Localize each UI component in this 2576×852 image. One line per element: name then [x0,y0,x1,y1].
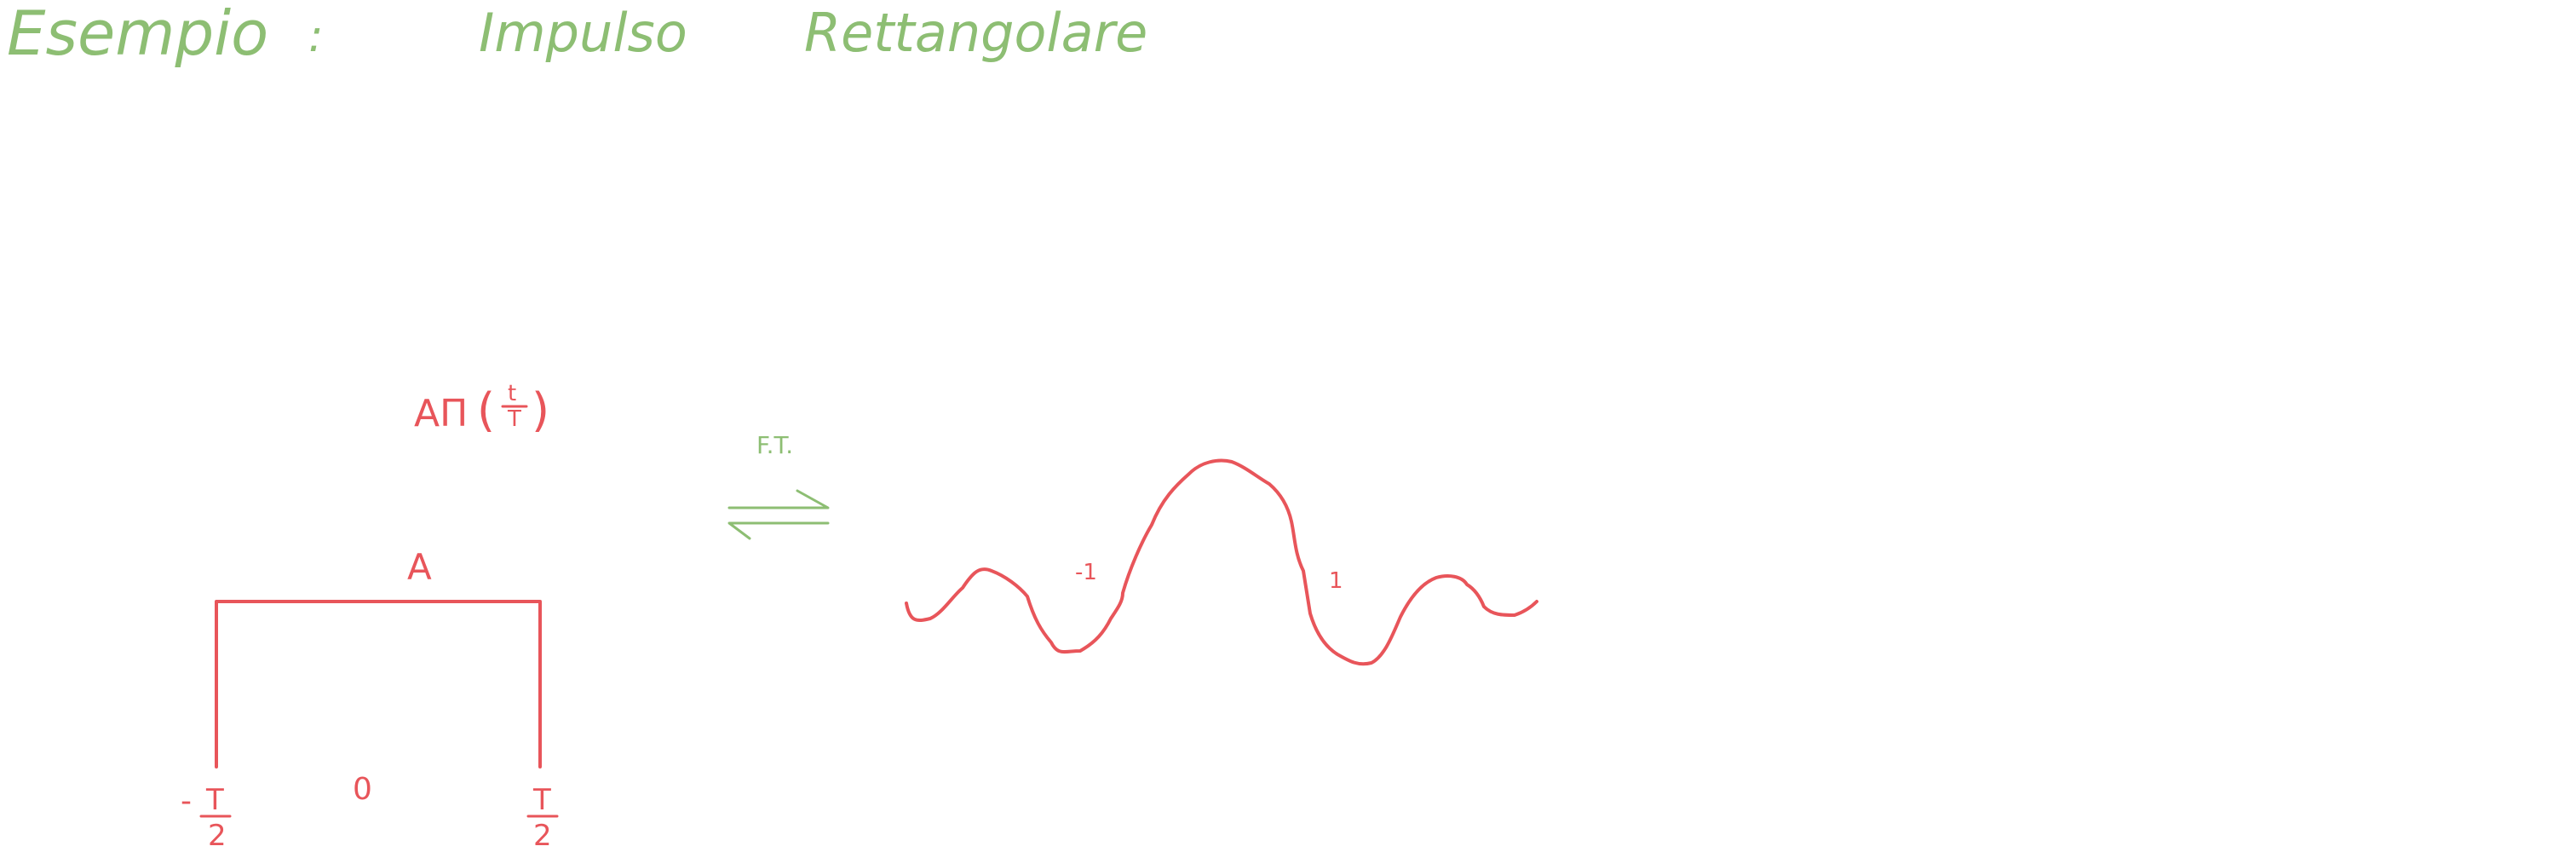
title-colon: : [308,11,324,62]
backward-arrow-icon [727,521,830,540]
origin-label: 0 [353,772,372,807]
ft-label: F.T. [756,431,793,459]
left-tick-sign: - [181,784,192,819]
rect-pulse-expression: AΠ ( t T ) [414,381,549,437]
sinc-curve [905,458,1538,666]
right-tick-numerator: T [532,783,551,817]
spectrum-left-tick: -1 [1075,560,1097,585]
sinc-spectrum-graph: -1 1 [905,458,1538,666]
rect-pulse-graph: A - T 2 0 T 2 [181,546,559,852]
title-word-impulso: Impulso [479,2,687,64]
amplitude-label: A [407,546,432,588]
rect-pulse-shape [215,600,542,769]
expression-close-paren: ) [532,383,549,437]
fourier-transform-pair-arrow: F.T. [727,431,830,540]
forward-arrow-icon [727,489,830,509]
title: Esempio : Impulso Rettangolare [7,0,1147,69]
spectrum-right-tick: 1 [1329,568,1343,594]
left-tick-numerator: T [205,783,224,817]
expression-prefix: AΠ [414,392,468,435]
expression-fraction-denominator: T [507,406,521,432]
expression-fraction-numerator: t [508,381,516,406]
left-tick-denominator: 2 [208,819,227,852]
expression-open-paren: ( [477,383,495,437]
title-word-esempio: Esempio [7,0,268,69]
title-word-rettangolare: Rettangolare [804,2,1147,64]
right-tick-denominator: 2 [533,819,552,852]
